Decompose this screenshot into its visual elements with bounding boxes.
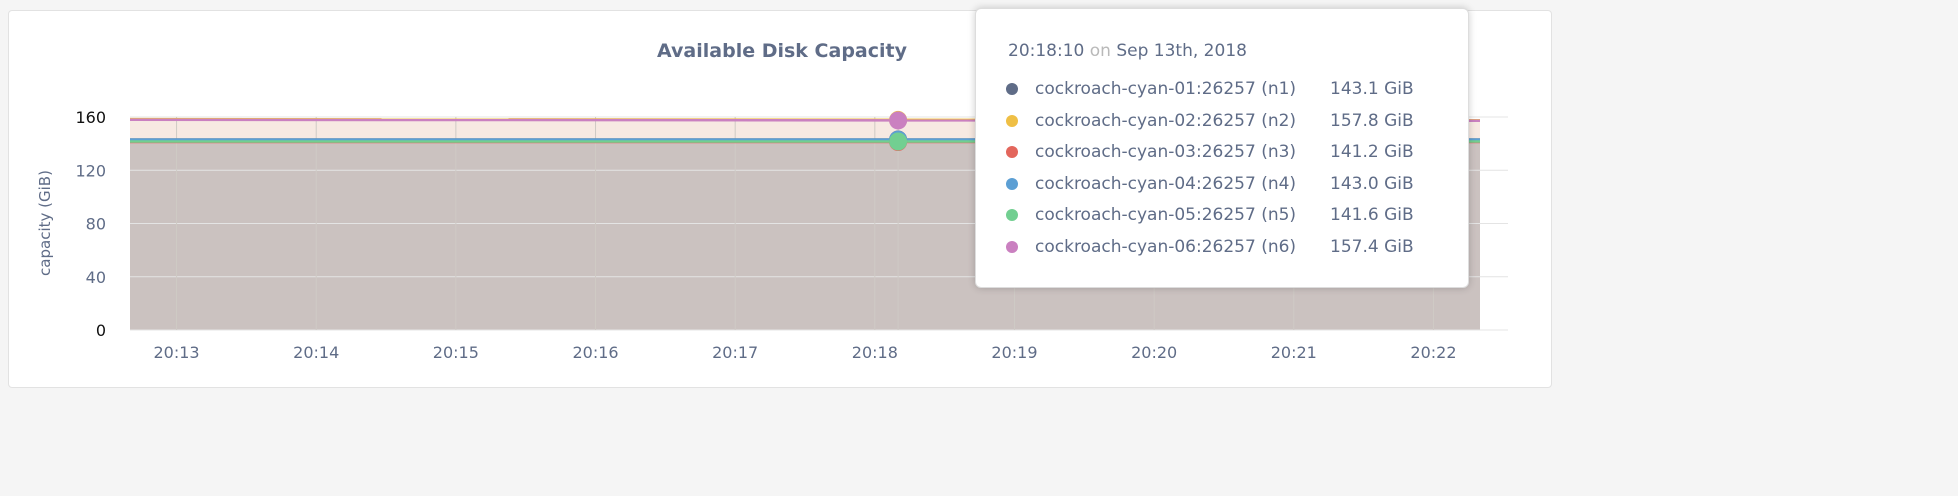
y-tick-label: 40 [86, 268, 106, 287]
x-tick-label: 20:14 [293, 343, 339, 362]
series-color-dot [1006, 240, 1018, 253]
tooltip-row: cockroach-cyan-05:26257 (n5) 141.6 GiB [1006, 200, 1446, 230]
hover-point [889, 111, 908, 130]
y-axis-label: capacity (GiB) [36, 170, 54, 276]
series-value: 141.2 GiB [1330, 142, 1414, 162]
series-value: 157.8 GiB [1330, 110, 1414, 131]
x-tick-label: 20:19 [991, 343, 1037, 362]
tooltip-row: cockroach-cyan-01:26257 (n1) 143.1 GiB [1006, 74, 1446, 104]
x-tick-label: 20:15 [433, 343, 479, 362]
y-tick-label: 160 [75, 108, 106, 127]
series-color-dot [1006, 209, 1018, 221]
series-value: 141.6 GiB [1330, 205, 1414, 225]
y-tick-label: 120 [75, 161, 106, 180]
tooltip-row: cockroach-cyan-03:26257 (n3) 141.2 GiB [1006, 137, 1446, 167]
tooltip-row: cockroach-cyan-04:26257 (n4) 143.0 GiB [1006, 169, 1446, 199]
series-name: cockroach-cyan-02:26257 (n2) [1035, 110, 1297, 131]
series-value: 143.1 GiB [1330, 79, 1414, 99]
tooltip-row: cockroach-cyan-02:26257 (n2) 157.8 GiB [1006, 106, 1446, 136]
series-color-dot [1006, 177, 1018, 190]
series-color-dot [1006, 146, 1018, 158]
series-color-dot [1006, 83, 1018, 95]
tooltip-row: cockroach-cyan-06:26257 (n6) 157.4 GiB [1006, 232, 1446, 262]
series-name: cockroach-cyan-06:26257 (n6) [1035, 236, 1297, 257]
tooltip-date: Sep 13th, 2018 [1116, 41, 1247, 61]
x-tick-label: 20:16 [572, 343, 618, 362]
series-value: 157.4 GiB [1330, 236, 1414, 257]
series-name: cockroach-cyan-01:26257 (n1) [1035, 79, 1297, 99]
series-name: cockroach-cyan-04:26257 (n4) [1035, 173, 1297, 194]
tooltip: 20:18:10 on Sep 13th, 2018 cockroach-cya… [975, 8, 1469, 288]
hover-point [889, 132, 908, 151]
x-tick-label: 20:22 [1410, 343, 1456, 362]
x-tick-label: 20:17 [712, 343, 758, 362]
tooltip-time: 20:18:10 [1008, 41, 1085, 61]
series-name: cockroach-cyan-03:26257 (n3) [1035, 142, 1297, 162]
x-tick-label: 20:13 [153, 343, 199, 362]
series-color-dot [1006, 114, 1018, 127]
y-tick-label: 80 [86, 215, 106, 234]
x-tick-label: 20:21 [1271, 343, 1317, 362]
series-name: cockroach-cyan-05:26257 (n5) [1035, 205, 1297, 225]
y-tick-label: 0 [96, 321, 106, 340]
x-tick-label: 20:20 [1131, 343, 1177, 362]
series-value: 143.0 GiB [1330, 173, 1414, 194]
chart-title: Available Disk Capacity [657, 40, 908, 62]
tooltip-on: on [1089, 41, 1111, 61]
x-tick-label: 20:18 [852, 343, 898, 362]
tooltip-header: 20:18:10 on Sep 13th, 2018 [1008, 41, 1247, 61]
